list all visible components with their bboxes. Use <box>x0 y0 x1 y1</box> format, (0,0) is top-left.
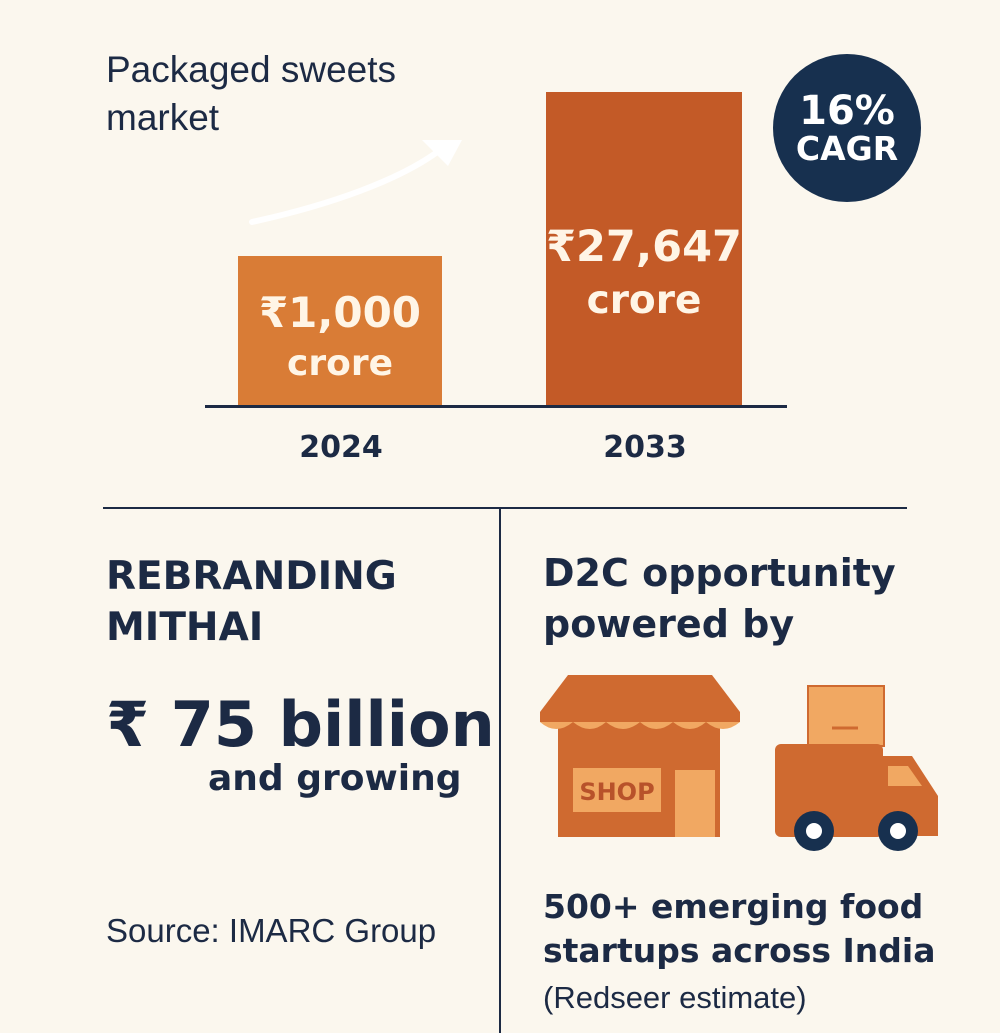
bar-label-2033: ₹27,647 crore <box>546 220 742 327</box>
chart-plot <box>238 92 742 406</box>
x-tick-2024: 2024 <box>299 430 383 465</box>
source-note: Source: IMARC Group <box>106 912 437 949</box>
bar-label-2024: ₹1,000 crore <box>238 286 442 387</box>
right-heading-line1: D2C opportunity <box>543 551 896 595</box>
delivery-truck-icon <box>775 685 938 851</box>
market-value-subtitle: and growing <box>208 758 462 799</box>
bars-group <box>238 92 742 406</box>
chart-baseline <box>205 405 787 408</box>
bar-2024 <box>238 256 442 406</box>
market-value: ₹ 75 billion <box>106 688 495 761</box>
growth-arrow-head <box>422 140 462 166</box>
startups-line2: startups across India <box>543 930 936 970</box>
right-heading-line2: powered by <box>543 601 795 646</box>
shop-icon: SHOP <box>540 675 740 837</box>
x-tick-2033: 2033 <box>603 430 687 465</box>
shop-sign-text: SHOP <box>579 778 654 806</box>
chart-title-text: Packaged sweets market <box>106 49 397 139</box>
chart-title: Packaged sweets market <box>106 46 466 142</box>
bar-label-value: ₹1,000 <box>258 288 422 337</box>
left-heading-line1: REBRANDING <box>106 554 397 599</box>
startups-line1: 500+ emerging food <box>543 887 924 926</box>
right-heading: D2C opportunity powered by <box>543 548 963 649</box>
bar-label-value: ₹27,647 <box>546 222 742 272</box>
section-divider <box>103 507 907 509</box>
bar-2033 <box>546 92 742 406</box>
column-divider <box>499 508 501 1033</box>
cagr-badge: 16% CAGR <box>773 54 921 202</box>
startups-stat: 500+ emerging food startups across India <box>543 885 983 973</box>
left-heading: REBRANDING MITHAI <box>106 552 486 653</box>
cagr-value: 16% <box>799 87 895 134</box>
estimate-note: (Redseer estimate) <box>543 980 807 1015</box>
bar-label-unit: crore <box>287 342 393 384</box>
bar-label-unit: crore <box>586 277 702 323</box>
left-heading-line2: MITHAI <box>106 604 264 650</box>
growth-arrow <box>249 147 443 225</box>
cagr-label: CAGR <box>795 128 899 168</box>
